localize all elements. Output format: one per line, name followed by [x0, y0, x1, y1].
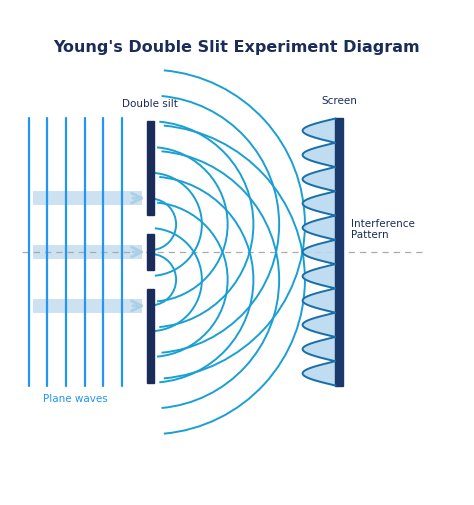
Bar: [147, 235, 154, 270]
Text: Plane waves: Plane waves: [43, 394, 108, 403]
Text: Young's Double Slit Experiment Diagram: Young's Double Slit Experiment Diagram: [54, 40, 420, 55]
Bar: [147, 122, 154, 215]
Bar: [147, 290, 154, 383]
Text: Double silt: Double silt: [122, 98, 178, 109]
Text: Screen: Screen: [321, 96, 357, 106]
Bar: [336, 119, 343, 386]
Text: Interference
Pattern: Interference Pattern: [351, 218, 415, 240]
